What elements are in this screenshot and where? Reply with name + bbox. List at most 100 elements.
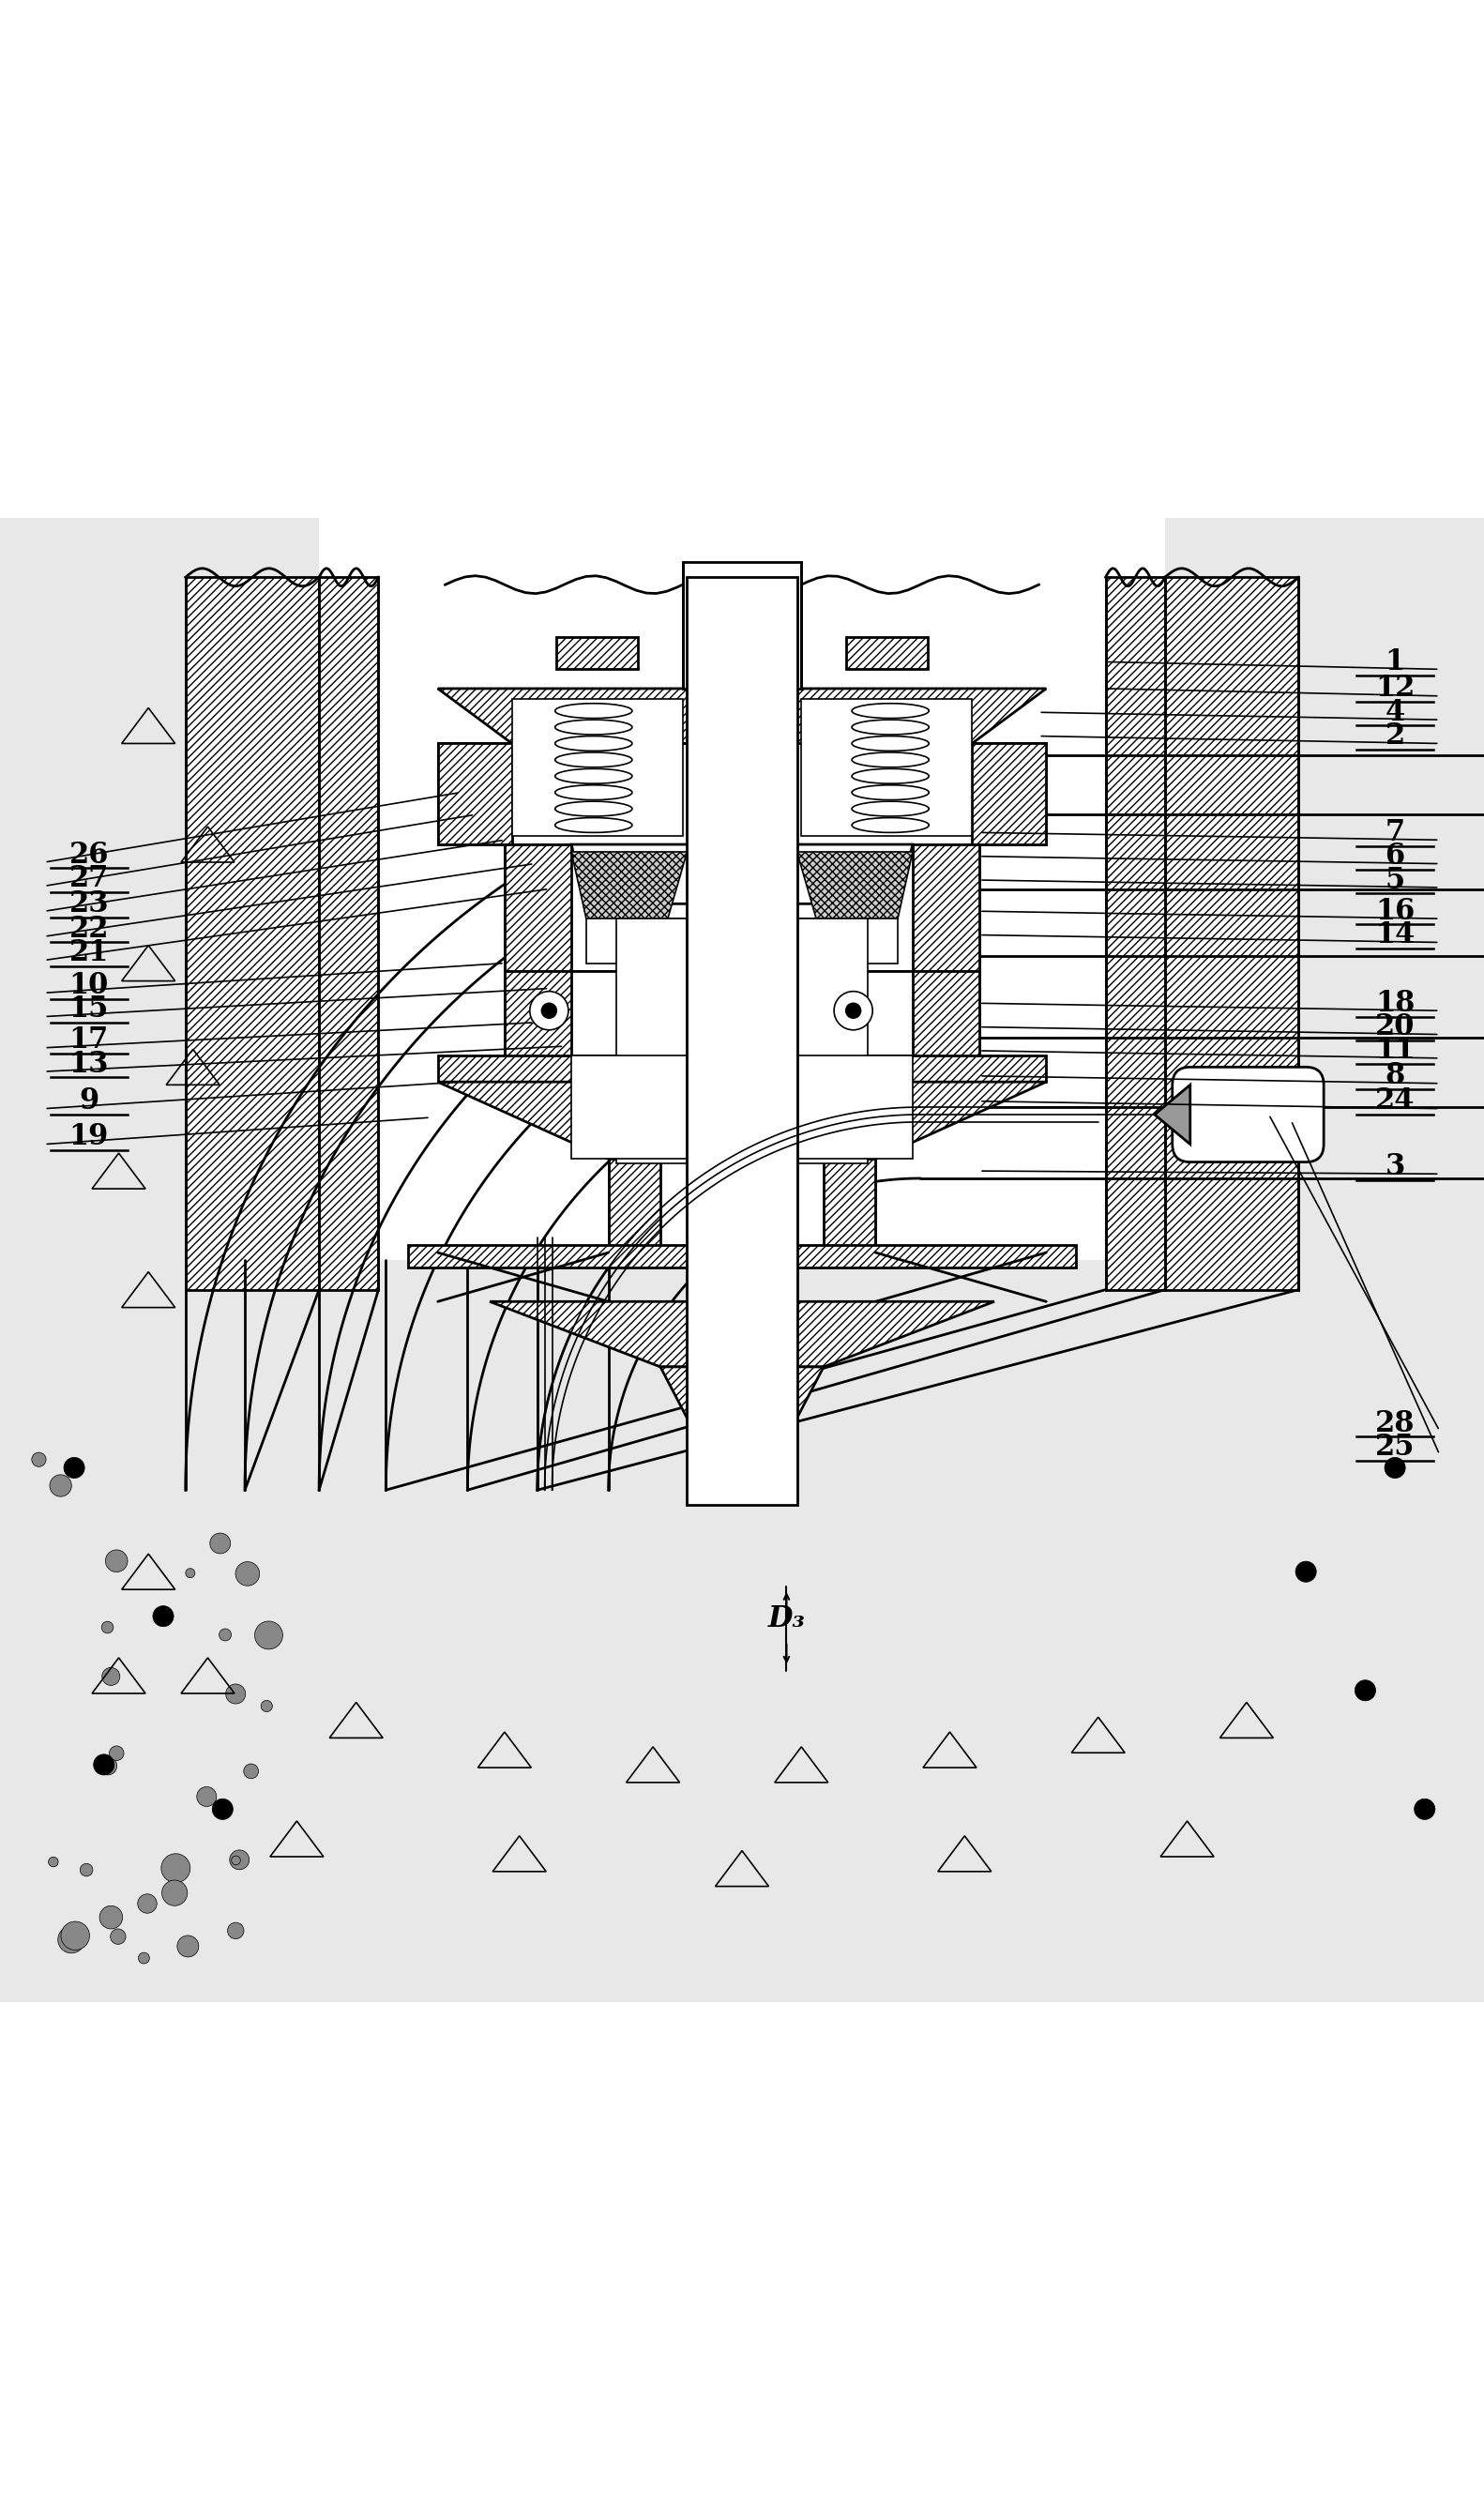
Polygon shape bbox=[319, 577, 378, 1290]
Text: 10: 10 bbox=[70, 970, 108, 1000]
Circle shape bbox=[209, 1532, 230, 1555]
Text: 21: 21 bbox=[70, 937, 108, 968]
Polygon shape bbox=[1155, 1086, 1190, 1144]
Text: 26: 26 bbox=[70, 839, 108, 869]
Polygon shape bbox=[571, 852, 687, 920]
Polygon shape bbox=[846, 638, 928, 670]
Circle shape bbox=[105, 1550, 128, 1572]
Circle shape bbox=[243, 1764, 258, 1779]
Circle shape bbox=[98, 1756, 117, 1774]
Polygon shape bbox=[683, 562, 801, 688]
Circle shape bbox=[1385, 1457, 1405, 1479]
Polygon shape bbox=[408, 1245, 1076, 1268]
Polygon shape bbox=[1165, 519, 1484, 1290]
Text: 24: 24 bbox=[1376, 1086, 1414, 1116]
Circle shape bbox=[93, 1754, 114, 1774]
FancyBboxPatch shape bbox=[1172, 1066, 1324, 1162]
Polygon shape bbox=[571, 1056, 687, 1159]
Polygon shape bbox=[0, 519, 319, 1290]
Polygon shape bbox=[1106, 577, 1165, 1290]
Polygon shape bbox=[697, 1439, 787, 1489]
Text: 16: 16 bbox=[1376, 897, 1414, 925]
Polygon shape bbox=[913, 844, 979, 970]
Text: 8: 8 bbox=[1385, 1061, 1405, 1091]
Text: 17: 17 bbox=[70, 1026, 108, 1056]
Text: 19: 19 bbox=[70, 1121, 108, 1152]
Circle shape bbox=[186, 1567, 194, 1578]
Text: 12: 12 bbox=[1376, 673, 1414, 703]
Text: 27: 27 bbox=[70, 864, 108, 892]
Circle shape bbox=[138, 1895, 157, 1913]
Circle shape bbox=[261, 1701, 273, 1711]
Polygon shape bbox=[438, 743, 512, 844]
Polygon shape bbox=[687, 577, 797, 1504]
Polygon shape bbox=[505, 970, 571, 1081]
Text: 4: 4 bbox=[1385, 698, 1405, 726]
Polygon shape bbox=[660, 1366, 824, 1439]
Circle shape bbox=[110, 1928, 126, 1945]
Circle shape bbox=[102, 1668, 120, 1686]
Circle shape bbox=[227, 1923, 243, 1938]
Polygon shape bbox=[186, 577, 319, 1290]
Circle shape bbox=[64, 1457, 85, 1479]
Circle shape bbox=[212, 1799, 233, 1819]
Polygon shape bbox=[824, 1159, 876, 1252]
Polygon shape bbox=[1165, 577, 1298, 1290]
Circle shape bbox=[232, 1855, 240, 1865]
Circle shape bbox=[1296, 1562, 1316, 1583]
Polygon shape bbox=[797, 852, 913, 920]
Text: 13: 13 bbox=[70, 1048, 108, 1079]
Text: 25: 25 bbox=[1376, 1431, 1414, 1462]
Circle shape bbox=[834, 990, 873, 1031]
Circle shape bbox=[220, 1628, 232, 1641]
Polygon shape bbox=[512, 698, 683, 837]
Text: 15: 15 bbox=[70, 995, 108, 1023]
Polygon shape bbox=[505, 844, 571, 970]
Polygon shape bbox=[797, 920, 898, 963]
Circle shape bbox=[58, 1925, 85, 1953]
Circle shape bbox=[49, 1474, 71, 1497]
Text: 9: 9 bbox=[79, 1086, 99, 1116]
Text: 18: 18 bbox=[1376, 988, 1414, 1018]
Polygon shape bbox=[438, 688, 1046, 743]
Polygon shape bbox=[490, 1300, 994, 1366]
Circle shape bbox=[49, 1857, 58, 1867]
Circle shape bbox=[177, 1935, 199, 1958]
Circle shape bbox=[110, 1746, 123, 1761]
Circle shape bbox=[99, 1905, 123, 1928]
Polygon shape bbox=[972, 743, 1046, 844]
Polygon shape bbox=[571, 844, 913, 905]
Polygon shape bbox=[438, 1056, 1046, 1081]
Polygon shape bbox=[797, 920, 868, 1164]
Circle shape bbox=[162, 1855, 190, 1882]
Circle shape bbox=[542, 1003, 556, 1018]
Polygon shape bbox=[438, 743, 1046, 844]
Polygon shape bbox=[586, 920, 687, 963]
Polygon shape bbox=[797, 1056, 913, 1159]
Text: 1: 1 bbox=[1385, 648, 1405, 675]
Circle shape bbox=[61, 1920, 89, 1950]
Polygon shape bbox=[556, 638, 638, 670]
Circle shape bbox=[226, 1683, 245, 1704]
Text: 11: 11 bbox=[1376, 1036, 1414, 1066]
Text: 23: 23 bbox=[70, 890, 108, 917]
Circle shape bbox=[846, 1003, 861, 1018]
Text: D₃: D₃ bbox=[767, 1605, 806, 1633]
Circle shape bbox=[153, 1605, 174, 1625]
Polygon shape bbox=[505, 844, 979, 970]
Circle shape bbox=[230, 1850, 249, 1870]
Text: 6: 6 bbox=[1385, 842, 1405, 872]
Circle shape bbox=[197, 1787, 217, 1807]
Polygon shape bbox=[608, 1159, 876, 1252]
Circle shape bbox=[236, 1562, 260, 1585]
Circle shape bbox=[1414, 1799, 1435, 1819]
Text: 3: 3 bbox=[1385, 1152, 1405, 1182]
Circle shape bbox=[138, 1953, 150, 1963]
Text: 2: 2 bbox=[1385, 721, 1405, 751]
Polygon shape bbox=[438, 1081, 1046, 1159]
Text: 14: 14 bbox=[1376, 920, 1414, 950]
Polygon shape bbox=[913, 970, 979, 1081]
Polygon shape bbox=[505, 970, 979, 1081]
Polygon shape bbox=[0, 1260, 1484, 2001]
Circle shape bbox=[530, 990, 568, 1031]
